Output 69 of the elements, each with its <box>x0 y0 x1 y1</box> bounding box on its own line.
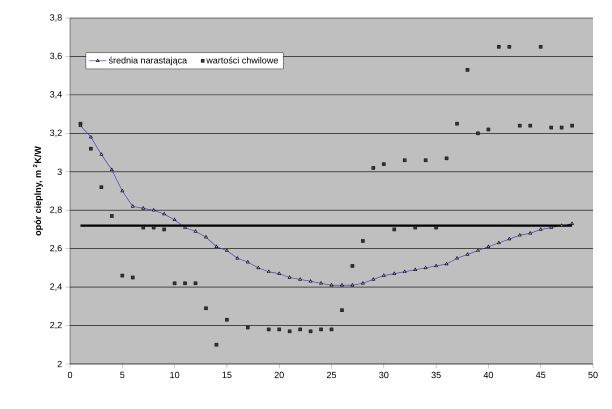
x-tick-label: 25 <box>326 372 336 378</box>
point <box>372 166 376 170</box>
point <box>497 45 501 49</box>
point <box>308 330 312 334</box>
point <box>298 328 302 332</box>
y-tick-label: 2,6 <box>50 244 62 252</box>
point <box>508 45 512 49</box>
y-tick-label: 3,6 <box>50 52 62 60</box>
y-tick-label: 2,4 <box>50 283 62 291</box>
point <box>444 156 448 160</box>
point <box>319 328 323 332</box>
y-tick-label: 2,2 <box>50 322 62 330</box>
point <box>100 185 104 189</box>
point <box>350 264 354 268</box>
point <box>183 281 187 286</box>
point <box>330 328 334 332</box>
point <box>402 158 407 162</box>
point <box>560 126 564 130</box>
point <box>204 306 208 310</box>
point <box>382 162 386 166</box>
point <box>413 226 417 230</box>
x-tick-label: 5 <box>120 372 124 378</box>
x-tick-label: 20 <box>274 372 284 378</box>
point <box>194 281 198 286</box>
point <box>130 276 135 280</box>
legend-label: średnia narastająca <box>108 56 188 66</box>
point <box>340 308 344 312</box>
point <box>518 124 522 128</box>
point <box>424 158 428 162</box>
x-tick-label: 45 <box>536 372 546 378</box>
point <box>486 128 490 132</box>
legend-label: wartości chwilowe <box>206 56 278 64</box>
point <box>570 124 574 128</box>
x-tick-label: 40 <box>484 372 494 378</box>
text: opór cieplny, m $^{2}$K/W <box>32 146 43 236</box>
point <box>246 326 250 330</box>
y-tick-label: 3,8 <box>50 14 62 22</box>
point <box>476 132 480 136</box>
point <box>172 281 176 286</box>
x-tick-label: 35 <box>431 372 441 378</box>
y-tick-label: 3,2 <box>50 130 62 138</box>
point <box>162 228 166 232</box>
x-tick-label: 30 <box>379 372 388 378</box>
point <box>361 239 365 243</box>
point <box>266 328 271 332</box>
point <box>214 342 218 347</box>
y-tick-label: 2,8 <box>50 206 62 214</box>
point <box>141 226 146 230</box>
x-tick-label: 50 <box>588 372 598 378</box>
y-tick-label: 3,4 <box>50 91 62 99</box>
point <box>277 328 281 332</box>
x-tick-label: 15 <box>222 372 232 378</box>
point <box>392 228 396 232</box>
point <box>528 124 532 128</box>
point <box>549 126 553 130</box>
point <box>110 214 114 218</box>
x-tick-label: 0 <box>68 372 72 378</box>
y-tick-label: 3 <box>58 168 62 175</box>
point <box>89 146 93 151</box>
x-tick-label: 10 <box>170 372 180 378</box>
point <box>120 274 124 278</box>
point <box>434 226 438 230</box>
point <box>466 68 470 72</box>
point <box>225 318 229 322</box>
point <box>455 122 459 126</box>
point <box>152 226 156 230</box>
point <box>538 45 542 49</box>
point <box>288 330 292 334</box>
y-tick-label: 2 <box>58 360 62 368</box>
